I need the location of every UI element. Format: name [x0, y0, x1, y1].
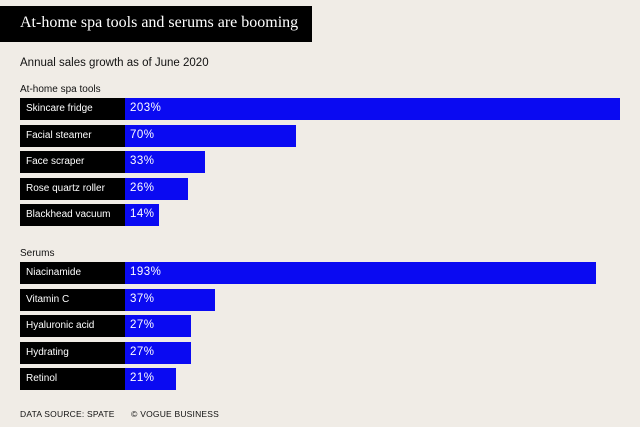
bar	[125, 262, 596, 284]
category-label-box: Facial steamer	[20, 124, 125, 147]
bar-value-label: 27%	[130, 345, 155, 358]
bar-value-label: 33%	[130, 155, 155, 167]
title-banner: At-home spa tools and serums are booming	[0, 6, 312, 42]
footer: DATA SOURCE: SPATE © VOGUE BUSINESS	[20, 409, 233, 419]
category-label-box: Blackhead vacuum	[20, 204, 125, 226]
bar-value-label: 203%	[130, 102, 162, 114]
category-label: Retinol	[26, 373, 58, 384]
category-label-box: Hydrating	[20, 341, 125, 364]
bar	[125, 204, 160, 226]
bar	[125, 315, 191, 337]
category-label: Skincare fridge	[26, 103, 93, 114]
category-label-box: Niacinamide	[20, 262, 125, 284]
bar-value-label: 14%	[130, 208, 155, 220]
category-label: Hydrating	[26, 346, 69, 358]
bar	[125, 151, 206, 173]
category-label-box: Rose quartz roller	[20, 177, 125, 200]
group-label: At-home spa tools	[20, 84, 101, 95]
category-label: Hyaluronic acid	[26, 320, 95, 331]
category-label: Blackhead vacuum	[26, 209, 111, 220]
chart-subtitle: Annual sales growth as of June 2020	[20, 57, 209, 69]
bar-value-label: 193%	[130, 266, 162, 278]
bar-value-label: 27%	[130, 319, 155, 331]
category-label: Niacinamide	[26, 267, 82, 278]
bar	[125, 368, 177, 390]
category-label-box: Vitamin C	[20, 288, 125, 311]
data-source: DATA SOURCE: SPATE	[20, 409, 115, 419]
category-label: Vitamin C	[26, 293, 70, 305]
category-label-box: Hyaluronic acid	[20, 315, 125, 337]
bar	[125, 124, 296, 147]
bar	[125, 288, 216, 311]
group-label: Serums	[20, 248, 55, 259]
category-label: Facial steamer	[26, 129, 92, 141]
bar-value-label: 26%	[130, 181, 155, 194]
category-label-box: Face scraper	[20, 151, 125, 173]
category-label: Face scraper	[26, 156, 85, 167]
bar-value-label: 21%	[130, 372, 155, 384]
category-label-box: Retinol	[20, 368, 125, 390]
chart-title: At-home spa tools and serums are booming	[20, 14, 299, 31]
bar-value-label: 70%	[130, 128, 155, 141]
bar	[125, 177, 189, 200]
bar-value-label: 37%	[130, 292, 155, 305]
credit: © VOGUE BUSINESS	[131, 409, 220, 419]
category-label-box: Skincare fridge	[20, 98, 125, 120]
bar	[125, 341, 191, 364]
bar	[125, 98, 620, 120]
category-label: Rose quartz roller	[26, 182, 105, 194]
